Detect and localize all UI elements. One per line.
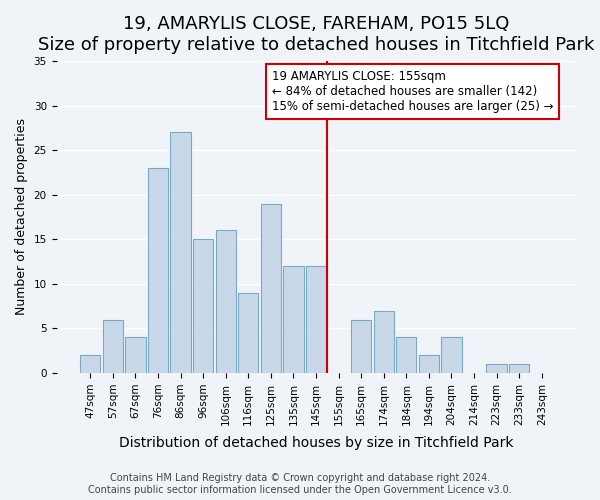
Bar bbox=[396, 338, 416, 373]
X-axis label: Distribution of detached houses by size in Titchfield Park: Distribution of detached houses by size … bbox=[119, 436, 513, 450]
Bar bbox=[374, 310, 394, 373]
Text: 19 AMARYLIS CLOSE: 155sqm
← 84% of detached houses are smaller (142)
15% of semi: 19 AMARYLIS CLOSE: 155sqm ← 84% of detac… bbox=[272, 70, 553, 114]
Bar bbox=[193, 240, 214, 373]
Bar bbox=[351, 320, 371, 373]
Bar bbox=[487, 364, 507, 373]
Bar bbox=[215, 230, 236, 373]
Bar bbox=[442, 338, 461, 373]
Bar bbox=[261, 204, 281, 373]
Bar bbox=[306, 266, 326, 373]
Y-axis label: Number of detached properties: Number of detached properties bbox=[15, 118, 28, 316]
Bar bbox=[509, 364, 529, 373]
Bar bbox=[103, 320, 123, 373]
Bar bbox=[170, 132, 191, 373]
Bar bbox=[419, 355, 439, 373]
Bar bbox=[283, 266, 304, 373]
Text: Contains HM Land Registry data © Crown copyright and database right 2024.
Contai: Contains HM Land Registry data © Crown c… bbox=[88, 474, 512, 495]
Bar bbox=[148, 168, 168, 373]
Bar bbox=[125, 338, 146, 373]
Bar bbox=[80, 355, 100, 373]
Title: 19, AMARYLIS CLOSE, FAREHAM, PO15 5LQ
Size of property relative to detached hous: 19, AMARYLIS CLOSE, FAREHAM, PO15 5LQ Si… bbox=[38, 15, 594, 54]
Bar bbox=[238, 293, 259, 373]
